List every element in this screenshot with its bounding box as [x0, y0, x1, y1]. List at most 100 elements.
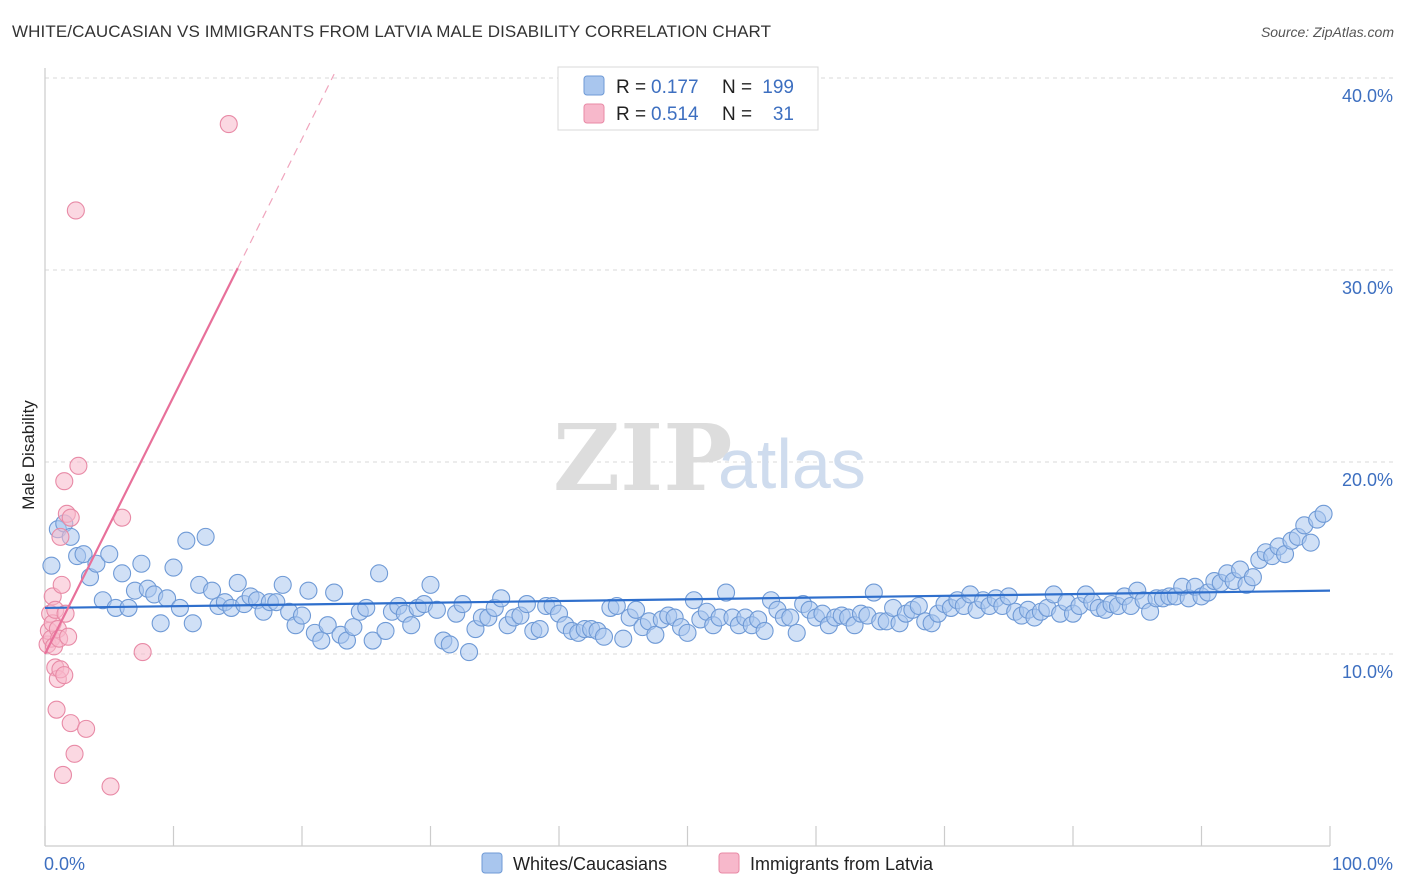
y-tick-label-0: 10.0% — [1342, 662, 1393, 682]
point-whites-36 — [273, 575, 292, 594]
point-whites-70 — [492, 589, 511, 608]
axes — [44, 68, 1331, 847]
point-latvia-18 — [55, 472, 74, 491]
point-whites-43 — [318, 616, 337, 635]
point-latvia-26 — [69, 456, 88, 475]
point-latvia-28 — [101, 777, 120, 796]
point-whites-20 — [170, 598, 189, 617]
point-whites-42 — [312, 631, 331, 650]
legend-r-label-1: R = — [616, 77, 646, 98]
bottom-legend-label-latvia: Immigrants from Latvia — [750, 854, 934, 874]
point-whites-25 — [203, 581, 222, 600]
point-latvia-30 — [133, 643, 152, 662]
point-latvia-14 — [51, 527, 70, 546]
bottom-legend-swatch-latvia — [718, 852, 740, 874]
point-whites-149 — [999, 587, 1018, 606]
legend-n-value-2: 31 — [773, 104, 794, 125]
chart-title: WHITE/CAUCASIAN VS IMMIGRANTS FROM LATVI… — [12, 22, 772, 41]
point-whites-50 — [363, 631, 382, 650]
bottom-legend: Whites/Caucasians Immigrants from Latvia — [481, 852, 934, 874]
point-whites-94 — [646, 625, 665, 644]
point-whites-0 — [42, 556, 61, 575]
point-latvia-16 — [53, 765, 73, 785]
point-whites-128 — [864, 583, 883, 602]
y-tick-label-3: 40.0% — [1342, 86, 1393, 106]
trend-lines — [44, 73, 1331, 655]
series-whites-points — [42, 504, 1333, 662]
point-latvia-21 — [59, 627, 78, 646]
legend-r-value-1: 0.177 — [651, 77, 699, 98]
point-whites-196 — [1301, 533, 1320, 552]
watermark-atlas: atlas — [718, 425, 866, 503]
point-whites-39 — [292, 606, 312, 625]
point-whites-115 — [781, 608, 800, 627]
point-whites-105 — [716, 583, 736, 602]
point-whites-56 — [402, 616, 421, 635]
point-whites-116 — [787, 623, 806, 642]
x-tick-labels: 0.0% 100.0% — [44, 854, 1393, 874]
point-whites-49 — [357, 598, 376, 617]
point-whites-5 — [74, 545, 93, 564]
legend-n-value-1: 199 — [762, 77, 794, 98]
point-latvia-25 — [66, 201, 85, 220]
point-whites-14 — [132, 554, 151, 573]
point-whites-60 — [427, 600, 446, 619]
legend-swatch-blue — [583, 75, 605, 96]
legend-swatch-pink — [583, 103, 605, 124]
legend-n-label-2: N = — [722, 104, 752, 125]
point-whites-24 — [196, 527, 215, 546]
x-tick-label-0: 0.0% — [44, 854, 85, 874]
legend-r-label-2: R = — [616, 104, 646, 125]
point-whites-44 — [325, 583, 344, 602]
point-whites-88 — [607, 596, 626, 616]
legend-n-label-1: N = — [722, 77, 752, 98]
point-whites-29 — [228, 573, 247, 593]
bottom-legend-label-whites: Whites/Caucasians — [513, 854, 667, 874]
point-latvia-27 — [77, 719, 96, 738]
point-latvia-9 — [47, 700, 66, 719]
trend-line-latvia — [44, 267, 239, 655]
grid-lines — [45, 77, 1393, 655]
source-label: Source: ZipAtlas.com — [1260, 24, 1394, 40]
point-whites-59 — [421, 575, 440, 594]
point-whites-91 — [627, 600, 646, 619]
point-whites-47 — [344, 618, 363, 637]
point-whites-198 — [1314, 504, 1333, 523]
point-whites-99 — [678, 623, 697, 642]
bottom-legend-swatch-whites — [481, 852, 503, 874]
point-whites-21 — [177, 531, 196, 550]
point-whites-52 — [376, 621, 395, 641]
point-whites-89 — [614, 629, 633, 648]
y-tick-label-2: 30.0% — [1342, 278, 1393, 298]
point-latvia-15 — [52, 575, 71, 594]
point-whites-76 — [530, 619, 549, 639]
point-whites-22 — [183, 614, 202, 633]
point-whites-111 — [755, 621, 774, 641]
x-tick-label-1: 100.0% — [1332, 854, 1393, 874]
point-whites-62 — [440, 635, 459, 654]
point-whites-74 — [517, 595, 536, 614]
y-axis-label: Male Disability — [19, 400, 38, 510]
point-whites-35 — [267, 593, 286, 612]
stats-legend: R = 0.177 N = 199 R = 0.514 N = 31 — [557, 66, 819, 131]
legend-r-value-2: 0.514 — [651, 104, 699, 125]
point-latvia-17 — [55, 666, 74, 685]
point-latvia-23 — [61, 508, 80, 527]
point-latvia-22 — [61, 714, 80, 733]
point-whites-9 — [100, 545, 119, 564]
point-whites-65 — [459, 643, 479, 662]
point-whites-40 — [299, 581, 318, 600]
trend-line-whites — [44, 589, 1331, 610]
y-tick-label-1: 20.0% — [1342, 470, 1393, 490]
point-whites-187 — [1243, 568, 1262, 587]
trend-line-latvia-extension — [237, 73, 335, 269]
point-whites-17 — [151, 614, 170, 633]
point-latvia-31 — [219, 115, 238, 134]
point-latvia-24 — [65, 744, 84, 763]
point-whites-86 — [594, 627, 614, 646]
watermark: ZIP atlas — [553, 404, 866, 512]
y-tick-labels: 10.0% 20.0% 30.0% 40.0% — [1342, 86, 1393, 682]
point-whites-19 — [164, 558, 183, 577]
series-latvia-points — [38, 115, 238, 796]
